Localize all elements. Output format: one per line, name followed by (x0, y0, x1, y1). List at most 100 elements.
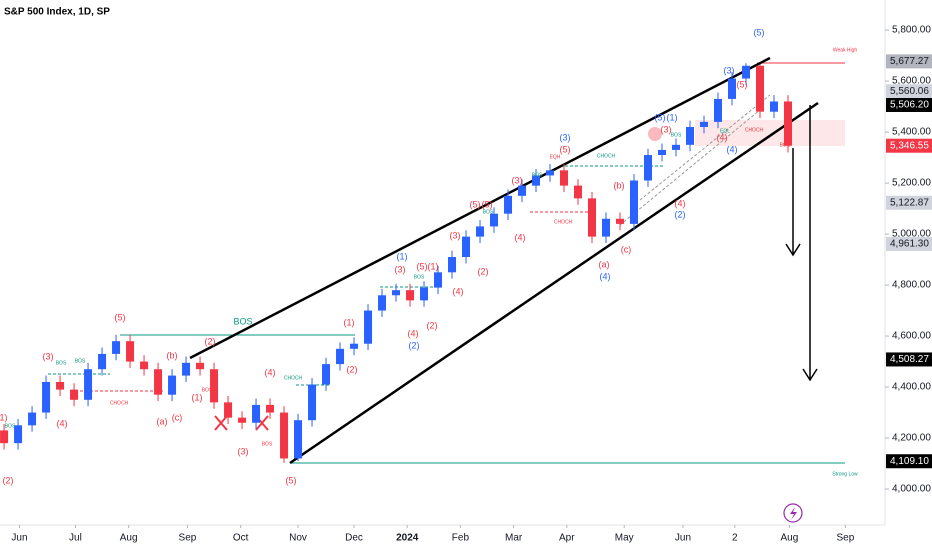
candle-body (406, 290, 415, 301)
marker (648, 127, 662, 141)
wave-label: (4) (265, 367, 276, 377)
wave-label: (5) (737, 79, 748, 89)
y-tick-label: 4,400.00 (892, 382, 931, 393)
candle-body (532, 175, 541, 186)
wave-label: (3) (395, 264, 406, 274)
candle-body (224, 402, 233, 418)
price-tag (886, 195, 932, 210)
structure-tag: BOS (780, 142, 791, 148)
wave-label: (4) (727, 144, 738, 154)
y-tick-label: 4,200.00 (892, 433, 931, 444)
candle-body (70, 389, 79, 400)
candle-body (238, 417, 247, 423)
wave-label: (2) (347, 364, 358, 374)
structure-tag: BOS (202, 387, 213, 393)
y-tick-label: 5,400.00 (892, 127, 931, 138)
wave-label: (4) (453, 286, 464, 296)
candle-body (644, 155, 653, 181)
wave-label: (2) (409, 340, 420, 350)
candle-body (630, 180, 639, 224)
wave-label: (c) (621, 244, 632, 254)
wave-label: (5) (482, 199, 493, 209)
price-tag-label: 5,122.87 (890, 197, 929, 208)
wave-label: (4) (408, 328, 419, 338)
price-tag-label: 5,506.20 (890, 100, 929, 111)
price-tag (886, 138, 932, 153)
candle-body (602, 218, 611, 237)
candle-body (42, 381, 51, 413)
dashed-line (619, 109, 761, 226)
chart-title: S&P 500 Index, 1D, SP (4, 7, 110, 18)
candle-body (616, 218, 625, 224)
wave-label: (a) (157, 416, 168, 426)
structure-tag: EQH (550, 154, 561, 160)
candle-body (392, 290, 401, 296)
candle-body (126, 341, 135, 362)
price-tag (886, 84, 932, 99)
candle-body (769, 101, 778, 112)
structure-tag: BOS (233, 316, 252, 326)
wave-label: (3) (724, 65, 735, 75)
y-tick-label: 4,800.00 (892, 280, 931, 291)
candle-body (294, 420, 303, 459)
wave-label: (5) (286, 475, 297, 485)
wave-label: (5) (655, 112, 666, 122)
price-tag (886, 352, 932, 367)
wave-label: (5) (115, 312, 126, 322)
arrow (802, 105, 818, 382)
x-tick-label: 2024 (396, 533, 419, 544)
structure-tag: CHOCH (597, 153, 616, 159)
wave-label: (4) (515, 232, 526, 242)
dashed-line (639, 94, 771, 201)
structure-tag: CHOCH (110, 400, 129, 406)
wave-label: (3) (512, 175, 523, 185)
price-tag-label: 5,346.55 (890, 140, 929, 151)
event-icon (783, 503, 803, 523)
price-tag-label: 4,961.30 (890, 239, 929, 250)
candle-body (84, 369, 93, 400)
candle-body (490, 213, 499, 227)
wave-label: (1) (397, 251, 408, 261)
y-tick-label: 4,000.00 (892, 484, 931, 495)
candle-body (420, 287, 429, 301)
channel-upper (189, 56, 771, 360)
candle-body (280, 412, 289, 459)
candle-body (476, 226, 485, 237)
wave-label: (b) (614, 180, 625, 190)
price-tag (886, 236, 932, 251)
wave-label: (3) (238, 446, 249, 456)
x-tick-label: Feb (452, 533, 470, 544)
wave-label: (5) (560, 144, 571, 154)
candle-body (364, 310, 373, 344)
candle-body (574, 185, 583, 199)
wave-label: (1) (667, 112, 678, 122)
x-tick-label: Jun (11, 533, 27, 544)
event-bolt (790, 507, 797, 520)
candle-body (518, 185, 527, 196)
x-tick-label: Oct (233, 533, 249, 544)
wave-label: (2) (205, 336, 216, 346)
structure-tag: Weak High (833, 47, 858, 53)
wave-label: (4) (57, 418, 68, 428)
candle-body (741, 65, 750, 79)
price-tag (886, 454, 932, 469)
wave-label: (1) (428, 261, 439, 271)
wave-label: (a) (599, 259, 610, 269)
x-tick-label: Mar (505, 533, 523, 544)
candle-body (252, 404, 261, 423)
candle-body (378, 295, 387, 311)
price-tag-label: 4,109.10 (890, 456, 929, 467)
wave-label: (1) (344, 317, 355, 327)
candle-body (504, 195, 513, 214)
candle-body (713, 98, 722, 122)
candle-body (560, 170, 569, 186)
wave-label: (5) (470, 199, 481, 209)
cross-marks (214, 415, 269, 431)
candle-body (168, 375, 177, 395)
y-tick-label: 5,800.00 (892, 25, 931, 36)
candle-body (546, 170, 555, 176)
candle-body (336, 348, 345, 365)
x-tick-label: Jul (69, 533, 82, 544)
candle-body (588, 198, 597, 237)
